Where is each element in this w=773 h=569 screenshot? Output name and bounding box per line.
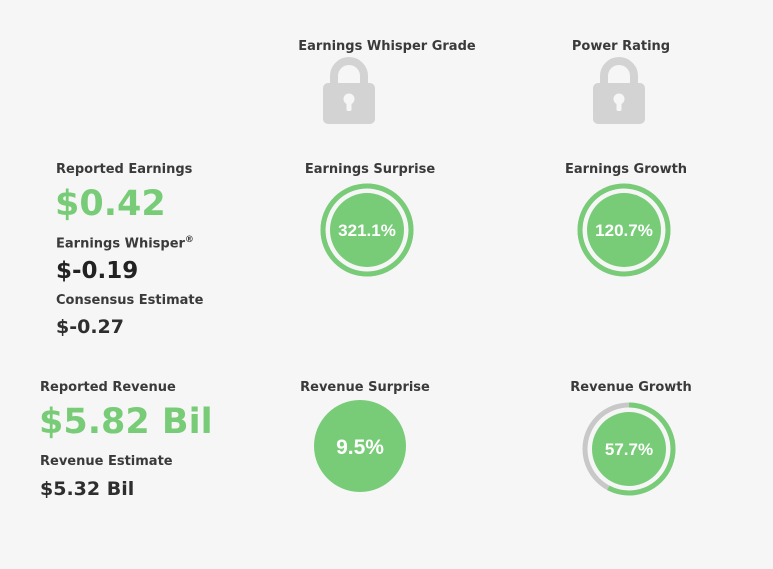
- reported-revenue-value: $5.82 Bil: [39, 402, 213, 442]
- reported-earnings-value: $0.42: [55, 184, 166, 224]
- lock-icon: [323, 57, 375, 124]
- gauge-core: [587, 193, 661, 267]
- gauge-arc: [582, 402, 676, 496]
- earnings-surprise-label: Earnings Surprise: [304, 162, 436, 177]
- earnings-growth-label: Earnings Growth: [564, 162, 688, 177]
- gauge-arc: [320, 183, 414, 277]
- registered-mark: ®: [184, 235, 194, 245]
- revenue-growth-label: Revenue Growth: [570, 380, 692, 395]
- revenue-growth-value: 57.7%: [605, 440, 653, 459]
- earnings-whisper-label: Earnings Whisper®: [56, 235, 194, 251]
- gauge-core: [314, 400, 406, 492]
- earnings-whisper-value: $-0.19: [56, 258, 139, 284]
- gauge-core: [592, 412, 666, 486]
- earnings-growth-gauge: 120.7%: [577, 183, 671, 277]
- revenue-surprise-value: 9.5%: [336, 436, 384, 459]
- power-rating-label: Power Rating: [571, 39, 671, 54]
- earnings-surprise-gauge: 321.1%: [320, 183, 414, 277]
- revenue-surprise-label: Revenue Surprise: [300, 380, 430, 395]
- lock-icon: [593, 57, 645, 124]
- consensus-estimate-value: $-0.27: [56, 316, 124, 338]
- earnings-whisper-label-text: Earnings Whisper: [56, 236, 185, 252]
- reported-revenue-label: Reported Revenue: [40, 380, 176, 395]
- gauge-core: [330, 193, 404, 267]
- revenue-estimate-label: Revenue Estimate: [40, 454, 173, 469]
- gauge-arc: [577, 183, 671, 277]
- revenue-growth-gauge: 57.7%: [582, 402, 676, 496]
- earnings-surprise-value: 321.1%: [338, 221, 396, 240]
- consensus-estimate-label: Consensus Estimate: [56, 293, 204, 308]
- revenue-estimate-value: $5.32 Bil: [40, 478, 135, 500]
- earnings-growth-value: 120.7%: [595, 221, 653, 240]
- revenue-surprise-gauge: 9.5%: [314, 400, 406, 492]
- whisper-grade-label: Earnings Whisper Grade: [298, 39, 476, 54]
- reported-earnings-label: Reported Earnings: [56, 162, 193, 177]
